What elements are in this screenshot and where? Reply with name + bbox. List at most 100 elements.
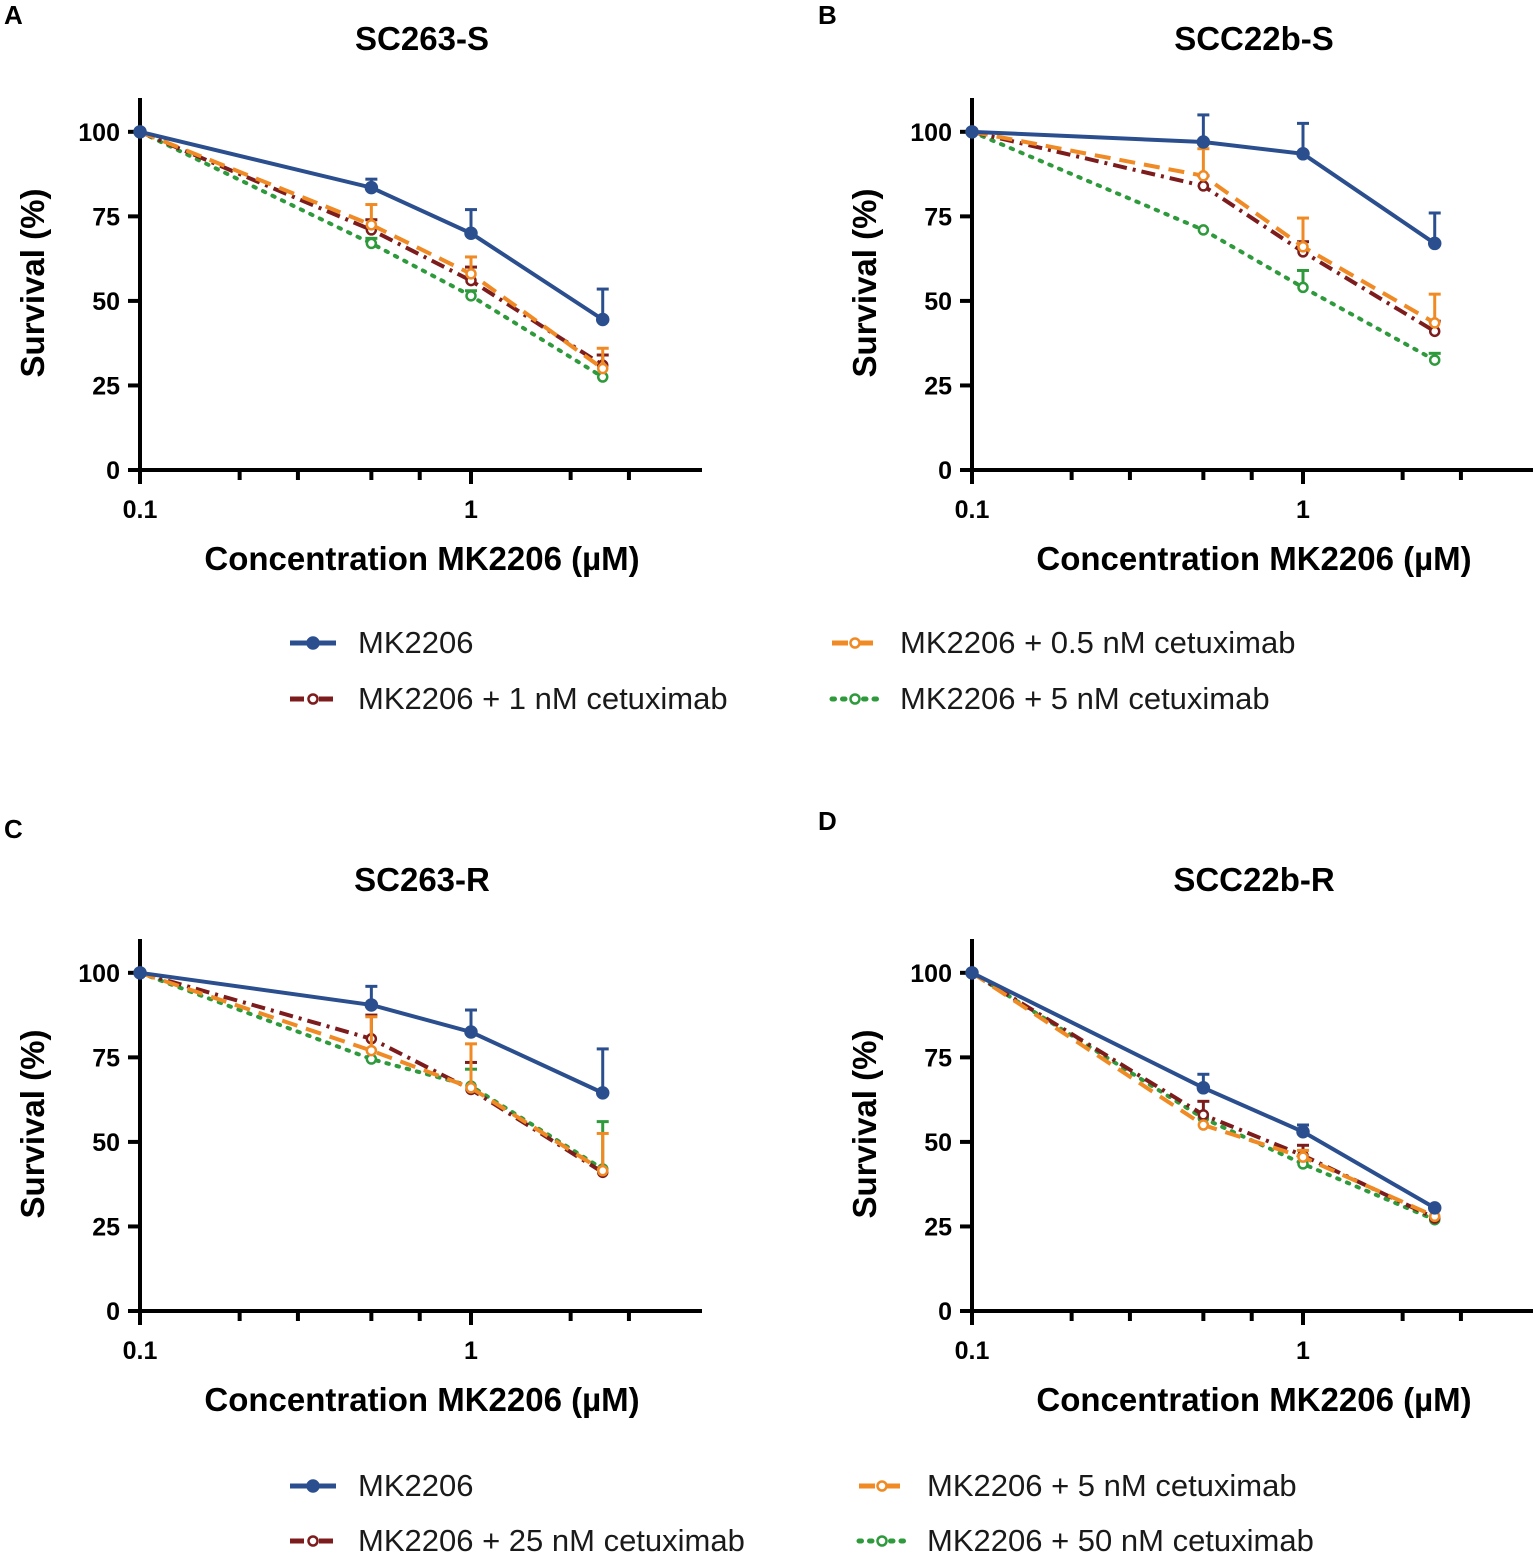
x-axis-label: Concentration MK2206 (µM) bbox=[1036, 540, 1471, 577]
data-point bbox=[1297, 1151, 1309, 1163]
series-line bbox=[970, 129, 1437, 363]
legend-marker bbox=[306, 1479, 320, 1493]
y-tick-label: 100 bbox=[78, 119, 120, 147]
x-axis-label: Concentration MK2206 (µM) bbox=[204, 540, 639, 577]
y-tick-label: 75 bbox=[92, 1044, 120, 1072]
data-point bbox=[133, 125, 147, 139]
y-tick-label: 75 bbox=[924, 1044, 952, 1072]
y-tick-label: 50 bbox=[92, 288, 120, 316]
legend-bottom: MK2206 MK2206 + 5 nM cetuximab MK2206 + … bbox=[290, 1468, 1314, 1553]
y-axis-label: Survival (%) bbox=[14, 1030, 51, 1219]
plot-area: 0 25 50 75 100 0.1 1 bbox=[910, 939, 1533, 1365]
data-point bbox=[1197, 170, 1210, 182]
panel-letter: D bbox=[818, 806, 837, 836]
legend-swatch bbox=[829, 693, 881, 705]
legend-label: MK2206 bbox=[358, 625, 473, 660]
legend-top: MK2206 MK2206 + 0.5 nM cetuximab MK2206 … bbox=[290, 625, 1295, 716]
x-axis-label: Concentration MK2206 (µM) bbox=[204, 1381, 639, 1418]
chart-title: SC263-S bbox=[355, 20, 489, 57]
legend-item: MK2206 + 1 nM cetuximab bbox=[290, 681, 728, 716]
legend-item: MK2206 bbox=[290, 1468, 473, 1503]
data-point bbox=[364, 998, 379, 1012]
panel-c: C SC263-R Survival (%) Concentration MK2… bbox=[4, 814, 702, 1418]
data-point bbox=[465, 1082, 477, 1094]
data-point bbox=[1297, 281, 1309, 294]
legend-label: MK2206 + 5 nM cetuximab bbox=[927, 1468, 1297, 1503]
data-point bbox=[1297, 241, 1309, 253]
y-tick-label: 100 bbox=[910, 960, 952, 988]
x-tick-label: 1 bbox=[464, 496, 478, 524]
chart-title: SCC22b-R bbox=[1173, 861, 1335, 898]
panel-letter: C bbox=[4, 814, 23, 844]
legend-label: MK2206 + 50 nM cetuximab bbox=[927, 1523, 1314, 1553]
y-tick-label: 50 bbox=[924, 1129, 952, 1157]
legend-swatch bbox=[859, 1480, 905, 1492]
y-tick-label: 0 bbox=[106, 1298, 120, 1326]
legend-item: MK2206 + 5 nM cetuximab bbox=[829, 681, 1270, 716]
series-line bbox=[139, 129, 604, 322]
series-line bbox=[139, 129, 604, 367]
chart-title: SCC22b-S bbox=[1174, 20, 1334, 57]
legend-label: MK2206 + 1 nM cetuximab bbox=[358, 681, 728, 716]
data-point bbox=[365, 219, 378, 231]
legend-marker bbox=[876, 1535, 888, 1547]
panel-d: D SCC22b-R Survival (%) Concentration MK… bbox=[818, 806, 1533, 1418]
series-line bbox=[970, 971, 1436, 1220]
x-tick-label: 0.1 bbox=[123, 1337, 158, 1365]
data-point bbox=[1196, 1081, 1211, 1095]
data-point bbox=[464, 226, 478, 241]
data-point bbox=[1427, 236, 1442, 251]
legend-marker bbox=[876, 1480, 888, 1492]
data-point bbox=[1197, 1109, 1210, 1121]
x-axis-label: Concentration MK2206 (µM) bbox=[1036, 1381, 1471, 1418]
data-point bbox=[965, 966, 979, 980]
data-point bbox=[1197, 224, 1210, 236]
data-point bbox=[365, 1044, 378, 1057]
series-line bbox=[970, 971, 1436, 1219]
x-tick-label: 0.1 bbox=[123, 496, 158, 524]
data-point bbox=[965, 125, 979, 139]
data-point bbox=[595, 1086, 610, 1100]
series-line bbox=[139, 970, 604, 1173]
legend-item: MK2206 + 0.5 nM cetuximab bbox=[832, 625, 1295, 660]
y-tick-label: 100 bbox=[910, 119, 952, 147]
x-tick-label: 1 bbox=[1296, 496, 1310, 524]
data-point bbox=[133, 966, 147, 980]
data-point bbox=[1427, 1201, 1442, 1215]
series-line bbox=[139, 129, 604, 371]
series-line bbox=[971, 971, 1436, 1210]
x-tick-label: 0.1 bbox=[955, 1337, 990, 1365]
legend-marker bbox=[307, 1535, 319, 1547]
legend-swatch bbox=[290, 636, 336, 650]
x-tick-label: 1 bbox=[1296, 1337, 1310, 1365]
panel-letter: A bbox=[4, 0, 23, 30]
data-point bbox=[1296, 147, 1310, 161]
data-point bbox=[465, 290, 477, 302]
plot-area: 0 25 50 75 100 0.1 1 bbox=[910, 98, 1533, 524]
y-tick-label: 25 bbox=[92, 1213, 120, 1241]
y-tick-label: 75 bbox=[92, 203, 120, 231]
data-point bbox=[1197, 180, 1210, 192]
y-tick-label: 0 bbox=[106, 457, 120, 485]
y-tick-label: 25 bbox=[92, 372, 120, 400]
legend-label: MK2206 + 0.5 nM cetuximab bbox=[900, 625, 1295, 660]
y-tick-label: 25 bbox=[924, 1213, 952, 1241]
series-line bbox=[971, 129, 1436, 334]
y-tick-label: 0 bbox=[938, 457, 952, 485]
legend-item: MK2206 bbox=[290, 625, 473, 660]
data-point bbox=[1197, 1119, 1210, 1131]
y-tick-label: 75 bbox=[924, 203, 952, 231]
y-tick-label: 100 bbox=[78, 960, 120, 988]
legend-swatch bbox=[290, 1535, 336, 1547]
x-tick-label: 1 bbox=[464, 1337, 478, 1365]
data-point bbox=[365, 237, 378, 250]
y-axis-label: Survival (%) bbox=[846, 189, 883, 378]
legend-item: MK2206 + 5 nM cetuximab bbox=[859, 1468, 1297, 1503]
legend-swatch bbox=[856, 1535, 908, 1547]
data-point bbox=[465, 268, 477, 280]
series-line bbox=[138, 129, 605, 379]
data-point bbox=[596, 362, 609, 375]
series-line bbox=[971, 129, 1436, 325]
y-tick-label: 0 bbox=[938, 1298, 952, 1326]
